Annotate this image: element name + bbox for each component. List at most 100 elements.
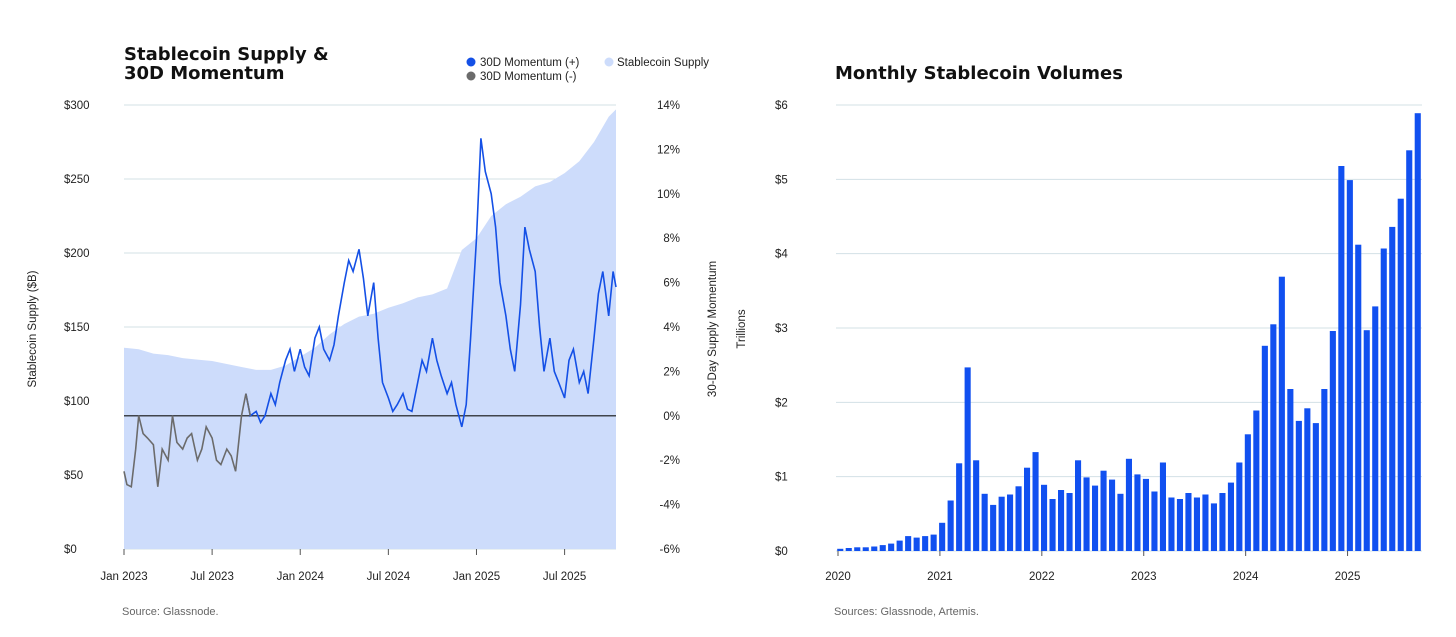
volume-bar — [1193, 497, 1200, 551]
stablecoin-supply-area — [124, 109, 616, 550]
right-x-tick-label: 2025 — [1335, 571, 1361, 583]
volume-bar — [1185, 493, 1192, 551]
legend-swatch-stablecoin-supply — [604, 57, 614, 67]
volume-bar — [1227, 482, 1234, 551]
volume-bar — [1100, 470, 1107, 551]
left-chart-title-line-1: Stablecoin Supply & — [124, 44, 329, 65]
volume-bar — [1372, 306, 1379, 551]
volume-bar — [1363, 330, 1370, 551]
right-y-tick-label: 4% — [663, 322, 680, 334]
volume-bar — [964, 367, 971, 551]
momentum-negative-line — [123, 393, 252, 489]
right-y-tick-label: $5 — [775, 174, 788, 186]
volume-bar — [837, 548, 844, 551]
supply-momentum-chart: Stablecoin Supply & 30D Momentum 30D Mom… — [27, 44, 719, 618]
right-chart-y-axis-title: Trillions — [736, 309, 748, 348]
momentum-positive-line — [245, 138, 617, 428]
legend-label-momentum-positive: 30D Momentum (+) — [480, 57, 580, 69]
volume-bar — [1210, 503, 1217, 551]
left-chart-legend: 30D Momentum (+) Stablecoin Supply 30D M… — [466, 57, 709, 83]
volume-bar — [956, 463, 963, 551]
volume-bar — [1219, 493, 1226, 551]
volume-bar — [1168, 497, 1175, 551]
legend-swatch-momentum-positive — [466, 57, 476, 67]
volume-bar — [930, 534, 937, 551]
right-chart-source: Sources: Glassnode, Artemis. — [834, 606, 979, 618]
volume-bar — [1389, 226, 1396, 551]
volume-bar — [1304, 408, 1311, 551]
left-chart-x-tick-marks — [123, 549, 566, 555]
volume-bar — [888, 543, 895, 551]
right-y-tick-label: 8% — [663, 233, 680, 245]
volume-bar — [1278, 276, 1285, 551]
right-chart-bars — [837, 113, 1421, 552]
left-chart-source: Source: Glassnode. — [122, 606, 219, 618]
volume-bar — [1244, 434, 1251, 551]
volume-bar — [922, 536, 929, 551]
volume-bar — [1406, 150, 1413, 552]
volume-bar — [1007, 494, 1014, 551]
right-y-tick-label: -4% — [660, 500, 680, 512]
volume-bar — [1312, 423, 1319, 551]
volume-bar — [879, 545, 886, 551]
volume-bar — [1295, 420, 1302, 551]
volume-bar — [1253, 410, 1260, 551]
right-y-tick-label: $4 — [775, 249, 788, 261]
right-y-tick-label: 2% — [663, 366, 680, 378]
left-chart-x-tick-labels: Jan 2023 Jul 2023 Jan 2024 Jul 2024 Jan 2025… — [100, 571, 586, 583]
right-chart-x-tick-labels: 2020 2021 2022 2023 2024 2025 — [825, 571, 1360, 583]
volume-bar — [845, 548, 852, 551]
volume-bar — [913, 537, 920, 551]
volume-bar — [862, 547, 869, 551]
right-y-tick-label: $2 — [775, 397, 788, 409]
left-chart-y-left-tick-labels: $0 $50 $100 $150 $200 $250 $300 — [64, 100, 90, 556]
volume-bar — [1380, 248, 1387, 551]
volume-bar — [1092, 485, 1099, 551]
left-chart-y-right-tick-labels: -6% -4% -2% 0% 2% 4% 6% 8% 10% 12% 14% — [657, 100, 680, 556]
left-y-tick-label: $250 — [64, 174, 90, 186]
right-y-tick-label: $6 — [775, 100, 788, 112]
left-chart-title-line-2: 30D Momentum — [124, 63, 285, 84]
left-y-tick-label: $50 — [64, 470, 83, 482]
volume-bar — [947, 500, 954, 551]
volume-bar — [1261, 345, 1268, 551]
volume-bar — [1338, 166, 1345, 551]
left-x-tick-label: Jan 2024 — [277, 571, 325, 583]
volume-bar — [1117, 493, 1124, 551]
left-y-tick-label: $300 — [64, 100, 90, 112]
left-x-tick-label: Jul 2025 — [543, 571, 586, 583]
right-y-tick-label: $3 — [775, 323, 788, 335]
volume-bar — [871, 546, 878, 551]
volume-bar — [981, 493, 988, 551]
volume-bar — [1346, 180, 1353, 551]
legend-swatch-momentum-negative — [466, 71, 476, 81]
left-x-tick-label: Jul 2024 — [367, 571, 411, 583]
left-y-tick-label: $100 — [64, 396, 90, 408]
left-x-tick-label: Jan 2023 — [100, 571, 147, 583]
right-y-tick-label: $1 — [775, 472, 788, 484]
right-x-tick-label: 2023 — [1131, 571, 1157, 583]
volume-bar — [998, 496, 1005, 551]
volume-bar — [1015, 486, 1022, 551]
right-x-tick-label: 2024 — [1233, 571, 1259, 583]
volume-bar — [1321, 389, 1328, 551]
volume-bar — [1151, 491, 1158, 551]
right-x-tick-label: 2020 — [825, 571, 851, 583]
volume-bar — [1083, 477, 1090, 551]
volume-bar — [854, 547, 861, 551]
volume-bar — [1142, 478, 1149, 551]
volume-bar — [1075, 460, 1082, 551]
volume-bar — [1066, 493, 1073, 551]
volume-bar — [1032, 452, 1039, 551]
volume-bar — [1287, 389, 1294, 551]
right-y-tick-label: 0% — [663, 411, 680, 423]
left-x-tick-label: Jul 2023 — [190, 571, 233, 583]
right-chart-y-tick-labels: $0 $1 $2 $3 $4 $5 $6 — [775, 100, 788, 558]
left-x-tick-label: Jan 2025 — [453, 571, 500, 583]
volume-bar — [1024, 467, 1031, 551]
volume-bar — [1329, 331, 1336, 551]
right-y-tick-label: 10% — [657, 189, 680, 201]
left-y-axis-title: Stablecoin Supply ($B) — [27, 270, 39, 387]
volume-bar — [1236, 462, 1243, 551]
